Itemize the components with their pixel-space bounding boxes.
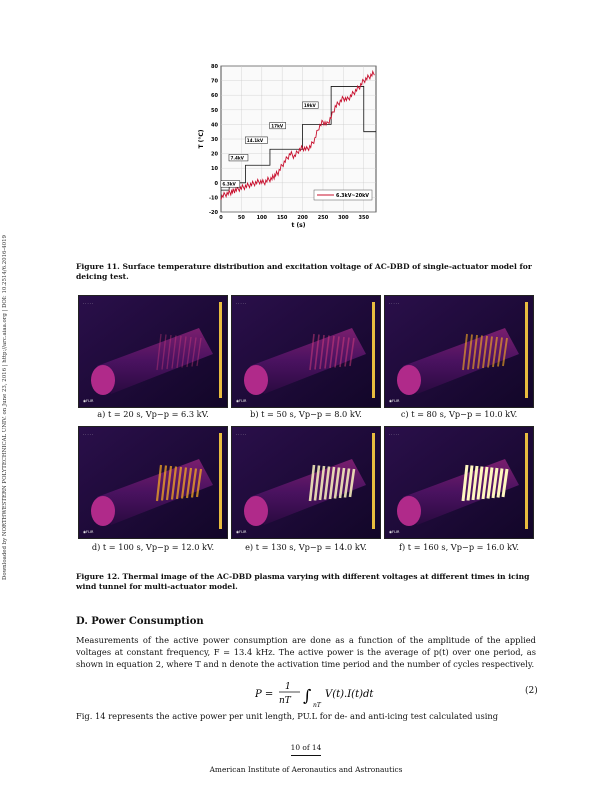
thermal-image-label: b) t = 50 s, Vp−p = 8.0 kV. xyxy=(250,409,362,419)
voltage-annotation: 7.4kV xyxy=(230,155,244,160)
thermal-image-label: f) t = 160 s, Vp−p = 16.0 kV. xyxy=(398,542,520,552)
chart-svg: -20 -10 0 10 20 30 40 50 60 70 80 0 50 100 150 200 250 30… xyxy=(198,46,417,229)
section-title: D. Power Consumption xyxy=(76,616,204,627)
svg-text:◉FLIR: ◉FLIR xyxy=(389,530,400,534)
x-tick-label: 200 xyxy=(297,215,308,221)
svg-text:◉FLIR: ◉FLIR xyxy=(236,530,247,534)
annotation-box xyxy=(269,122,286,130)
thermal-image-label: a) t = 20 s, Vp−p = 6.3 kV. xyxy=(97,409,209,419)
page-number-rule xyxy=(291,755,321,756)
fig12-caption: Figure 12. Thermal image of the AC-DBD p… xyxy=(76,572,530,591)
temperature-chart: -20 -10 0 10 20 30 40 50 60 70 80 0 50 100 150 200 250 30… xyxy=(195,46,417,235)
thermal-image-label: c) t = 80 s, Vp−p = 10.0 kV. xyxy=(400,409,518,419)
equation-svg: P = 1 nT ∫ nT V(t).I(t)dt xyxy=(254,682,374,709)
annotation-box xyxy=(302,101,319,109)
thermal-image-label: e) t = 130 s, Vp−p = 14.0 kV. xyxy=(245,542,367,552)
equation-number: (2) xyxy=(525,686,538,696)
equation: P = 1 nT ∫ nT V(t).I(t)dt xyxy=(254,680,455,713)
y-tick-label: -20 xyxy=(209,210,219,216)
annotation-box xyxy=(220,180,241,188)
y-tick-label: -10 xyxy=(209,195,219,201)
paragraph-power: Measurements of the active power consump… xyxy=(76,635,536,669)
y-tick-label: 40 xyxy=(211,122,218,128)
svg-text:◉FLIR: ◉FLIR xyxy=(83,399,94,403)
download-watermark: Downloaded by NORTHWESTERN POLYTECHNICAL… xyxy=(2,200,14,580)
voltage-annotation: 6.3kV xyxy=(222,182,236,187)
eq-lim: nT xyxy=(313,702,322,709)
thermal-image-label: d) t = 100 s, Vp−p = 12.0 kV. xyxy=(91,542,215,552)
annotation-box xyxy=(245,136,268,144)
eq-body: V(t).I(t)dt xyxy=(325,689,374,700)
thermal-image: · · · · · ◉FLIR xyxy=(231,295,381,408)
voltage-annotation: 19kV xyxy=(304,103,317,108)
thermal-image: · · · · · ◉FLIR xyxy=(384,295,534,408)
y-tick-label: 20 xyxy=(211,152,218,158)
x-tick-label: 250 xyxy=(318,215,329,221)
legend-label: 6.3kV~20kV xyxy=(336,193,369,199)
x-tick-label: 50 xyxy=(238,215,245,221)
legend-box xyxy=(313,189,373,201)
paragraph-fig14: Fig. 14 represents the active power per … xyxy=(76,711,499,721)
voltage-annotation: 17kV xyxy=(271,123,284,128)
y-tick-label: 60 xyxy=(211,93,218,99)
eq-den: nT xyxy=(279,696,292,706)
fig11-caption: Figure 11. Surface temperature distribut… xyxy=(76,262,532,281)
y-tick-label: 50 xyxy=(211,108,218,114)
page-number: 10 of 14 xyxy=(290,743,322,752)
x-axis-label: t (s) xyxy=(291,222,305,229)
eq-lhs: P = xyxy=(255,689,273,700)
svg-text:· · · · ·: · · · · · xyxy=(236,433,246,437)
x-tick-label: 0 xyxy=(219,215,223,221)
x-tick-label: 150 xyxy=(277,215,288,221)
y-tick-label: 80 xyxy=(211,64,218,70)
x-tick-label: 100 xyxy=(257,215,268,221)
svg-text:◉FLIR: ◉FLIR xyxy=(236,399,247,403)
svg-text:· · · · ·: · · · · · xyxy=(389,302,399,306)
svg-text:· · · · ·: · · · · · xyxy=(83,302,93,306)
y-axis-label: T (°C) xyxy=(198,129,205,148)
svg-text:◉FLIR: ◉FLIR xyxy=(389,399,400,403)
thermal-image: · · · · · ◉FLIR xyxy=(78,295,228,408)
annotation-box xyxy=(228,154,249,162)
thermal-image: · · · · · ◉FLIR xyxy=(384,426,534,539)
x-tick-label: 350 xyxy=(359,215,370,221)
y-tick-label: 10 xyxy=(211,166,218,172)
x-tick-label: 300 xyxy=(338,215,349,221)
footer: American Institute of Aeronautics and As… xyxy=(209,765,403,774)
thermal-image: · · · · · ◉FLIR xyxy=(78,426,228,539)
svg-text:◉FLIR: ◉FLIR xyxy=(83,530,94,534)
voltage-annotation: 14.1kV xyxy=(247,138,264,143)
eq-num: 1 xyxy=(285,682,291,692)
svg-text:· · · · ·: · · · · · xyxy=(83,433,93,437)
y-tick-label: 70 xyxy=(211,79,218,85)
temperature-line xyxy=(220,69,375,201)
download-text: Downloaded by NORTHWESTERN POLYTECHNICAL… xyxy=(2,235,8,580)
eq-integral: ∫ xyxy=(303,686,311,705)
svg-text:· · · · ·: · · · · · xyxy=(389,433,399,437)
svg-text:· · · · ·: · · · · · xyxy=(236,302,246,306)
y-tick-label: 0 xyxy=(215,181,219,187)
thermal-image: · · · · · ◉FLIR xyxy=(231,426,381,539)
y-tick-label: 30 xyxy=(211,137,218,143)
